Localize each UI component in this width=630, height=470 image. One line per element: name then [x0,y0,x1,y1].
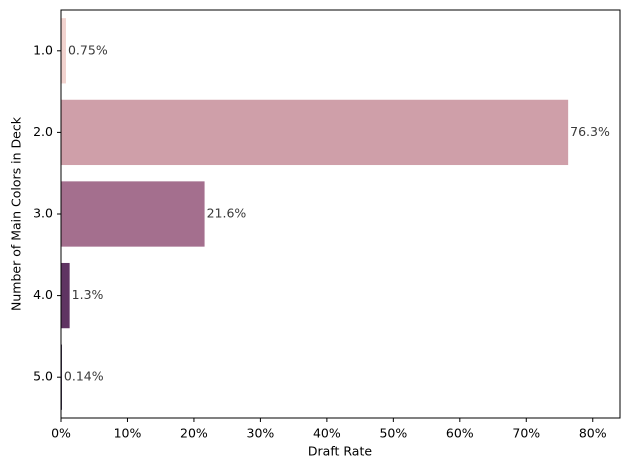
x-axis-label: Draft Rate [308,444,372,459]
x-tick-label: 20% [180,426,208,441]
bar [61,181,205,247]
y-tick-label: 4.0 [33,287,53,302]
value-label: 0.14% [64,369,104,384]
x-tick-label: 80% [579,426,607,441]
value-label: 1.3% [72,287,104,302]
x-tick-label: 0% [51,426,71,441]
value-label: 76.3% [570,124,610,139]
y-tick-label: 5.0 [33,369,53,384]
y-tick-label: 2.0 [33,124,53,139]
x-tick-label: 10% [114,426,142,441]
bar [61,99,569,166]
bar [61,262,70,329]
value-label: 0.75% [68,42,108,57]
x-tick-label: 30% [247,426,275,441]
value-label: 21.6% [207,206,247,221]
x-tick-label: 60% [446,426,474,441]
y-axis-label: Number of Main Colors in Deck [9,116,24,311]
y-tick-label: 1.0 [33,42,53,57]
y-tick-label: 3.0 [33,206,53,221]
bar [61,18,66,84]
x-tick-label: 40% [313,426,341,441]
x-tick-label: 70% [512,426,540,441]
plot-frame [60,9,621,419]
x-tick-label: 50% [379,426,407,441]
